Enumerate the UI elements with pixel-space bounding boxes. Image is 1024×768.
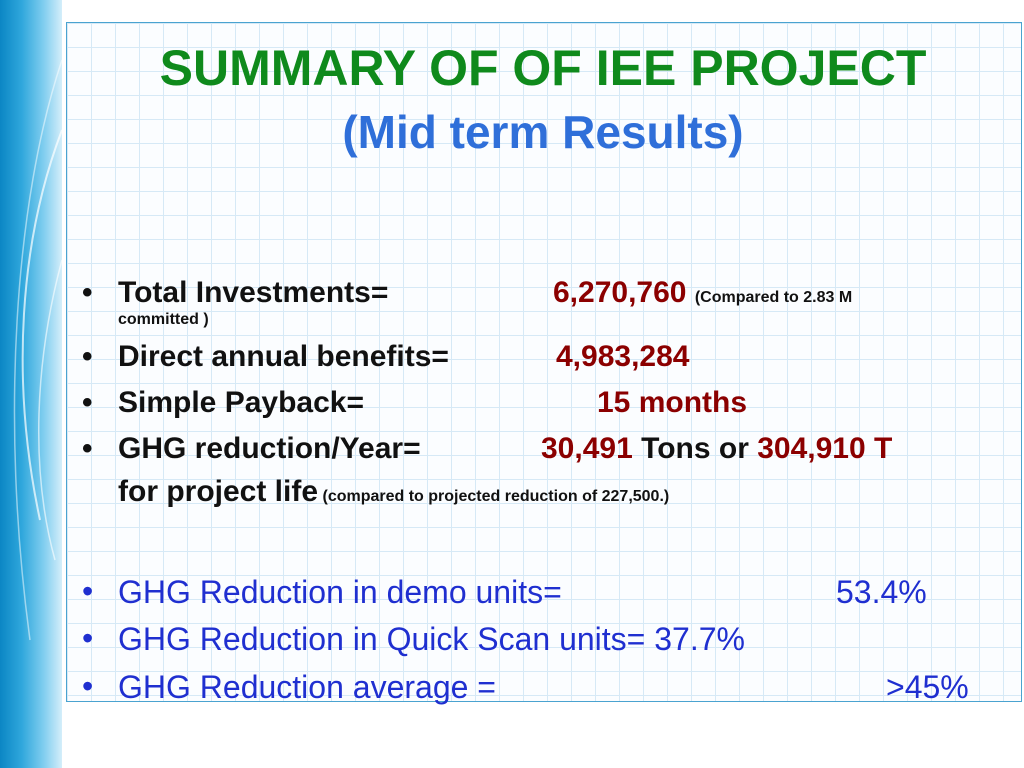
quick-scan-line: GHG Reduction in Quick Scan units= 37.7% <box>118 620 745 658</box>
ghg-reduction-connector: Tons or <box>632 432 758 465</box>
total-investments-amount: 6,270,760 <box>553 276 687 309</box>
bullet-marker: • <box>82 668 94 704</box>
project-life-text: for project life <box>118 475 319 508</box>
ghg-reduction-values: 30,491 Tons or 304,910 T <box>541 431 892 467</box>
projected-reduction-note: (compared to projected reduction of 227,… <box>322 488 670 505</box>
bullet-marker: • <box>82 432 93 465</box>
ghg-reduction-life-tons: 304,910 T <box>757 432 893 465</box>
bullet-marker: • <box>82 573 94 609</box>
slide-content-frame <box>66 22 1022 702</box>
decorative-left-band <box>0 0 62 768</box>
demo-units-value: 53.4% <box>836 574 927 610</box>
direct-benefits-label: Direct annual benefits= <box>118 340 449 373</box>
demo-units-label: GHG Reduction in demo units= <box>118 574 562 610</box>
average-value: >45% <box>886 669 969 705</box>
payback-label: Simple Payback= <box>118 386 364 419</box>
slide-title: SUMMARY OF OF IEE PROJECT <box>159 40 927 96</box>
ghg-reduction-line2: for project life (compared to projected … <box>118 474 669 515</box>
bullet-marker: • <box>82 620 94 656</box>
payback-value: 15 months <box>597 386 748 419</box>
bullet-marker: • <box>82 340 93 373</box>
total-investments-value: 6,270,760 (Compared to 2.83 M <box>553 275 852 316</box>
quick-scan-value: 37.7% <box>654 621 745 657</box>
average-label: GHG Reduction average = <box>118 669 496 705</box>
direct-benefits-value: 4,983,284 <box>556 340 690 373</box>
total-investments-label: Total Investments= <box>118 276 389 309</box>
swoosh-decoration <box>13 59 62 641</box>
bullet-marker: • <box>82 386 93 419</box>
ghg-reduction-tons: 30,491 <box>541 432 633 465</box>
quick-scan-label: GHG Reduction in Quick Scan units= <box>118 621 646 657</box>
bullet-marker: • <box>82 276 93 309</box>
total-investments-note: (Compared to 2.83 M <box>694 289 853 306</box>
total-investments-note-cont: committed ) <box>118 311 209 328</box>
ghg-reduction-label: GHG reduction/Year= <box>118 432 421 465</box>
slide-subtitle: (Mid term Results) <box>342 106 744 158</box>
